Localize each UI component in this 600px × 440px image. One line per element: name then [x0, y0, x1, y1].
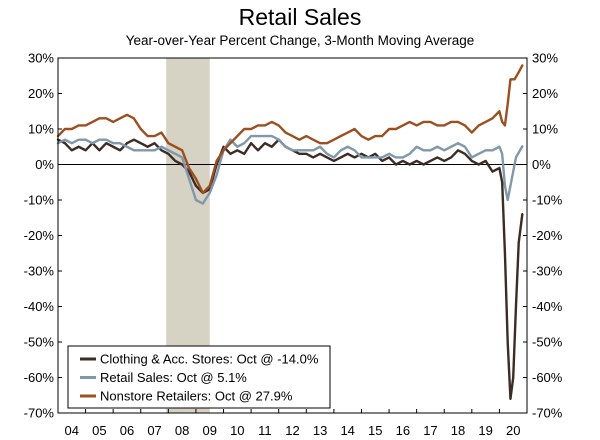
legend-label-clothing-acc-stores: Clothing & Acc. Stores: Oct @ -14.0% [100, 352, 319, 367]
x-tick-label: 18 [451, 423, 465, 438]
y-tick-label-right: 20% [532, 86, 558, 101]
y-tick-label-left: 10% [28, 122, 54, 137]
x-tick-label: 10 [230, 423, 244, 438]
legend-label-retail-sales: Retail Sales: Oct @ 5.1% [100, 370, 247, 385]
y-tick-label-left: -40% [24, 299, 55, 314]
y-tick-label-right: -30% [532, 264, 563, 279]
y-tick-label-right: -20% [532, 228, 563, 243]
x-tick-label: 19 [478, 423, 492, 438]
x-tick-label: 05 [92, 423, 106, 438]
x-tick-label: 14 [340, 423, 354, 438]
x-tick-label: 09 [203, 423, 217, 438]
x-tick-label: 17 [423, 423, 437, 438]
legend-box [67, 345, 331, 409]
series-line-clothing-acc-stores [56, 138, 524, 400]
y-tick-label-right: -10% [532, 193, 563, 208]
x-axis: 04 05 06 07 08 09 10 11 12 13 14 15 16 17 18 19 20 [57, 409, 520, 438]
x-tick-label: 12 [285, 423, 299, 438]
y-tick-label-left: -30% [24, 264, 55, 279]
x-tick-label: 07 [147, 423, 161, 438]
y-tick-label-left: 0% [35, 157, 54, 172]
y-tick-label-left: 20% [28, 86, 54, 101]
y-axis-left: 30% 20% 10% 0% -10% -20% -30% -40% -50% -60% -70% [24, 51, 62, 421]
y-tick-label-right: 0% [532, 157, 551, 172]
y-tick-label-left: -60% [24, 370, 55, 385]
chart-subtitle: Year-over-Year Percent Change, 3-Month M… [125, 33, 475, 48]
y-tick-label-left: 30% [28, 51, 54, 66]
y-tick-label-right: 10% [532, 122, 558, 137]
series-line-retail-sales [56, 134, 524, 205]
chart-title: Retail Sales [238, 4, 362, 30]
series-layer [56, 64, 524, 400]
x-tick-label: 13 [313, 423, 327, 438]
series-line-nonstore-retailers [56, 64, 524, 195]
y-tick-label-right: -60% [532, 370, 563, 385]
y-tick-label-left: -10% [24, 193, 55, 208]
x-tick-label: 20 [506, 423, 520, 438]
legend: Clothing & Acc. Stores: Oct @ -14.0% Reta… [67, 345, 331, 409]
y-axis-right: 30% 20% 10% 0% -10% -20% -30% -40% -50% -60% -70% [523, 51, 563, 421]
y-tick-label-right: -50% [532, 335, 563, 350]
x-tick-label: 04 [65, 423, 79, 438]
y-tick-label-left: -50% [24, 335, 55, 350]
x-tick-label: 16 [396, 423, 410, 438]
x-tick-label: 08 [175, 423, 189, 438]
y-tick-label-right: 30% [532, 51, 558, 66]
y-tick-label-right: -40% [532, 299, 563, 314]
y-tick-label-right: -70% [532, 406, 563, 421]
y-tick-label-left: -70% [24, 406, 55, 421]
x-tick-label: 11 [258, 423, 272, 438]
y-tick-label-left: -20% [24, 228, 55, 243]
legend-label-nonstore-retailers: Nonstore Retailers: Oct @ 27.9% [100, 389, 293, 404]
x-tick-label: 15 [368, 423, 382, 438]
x-tick-label: 06 [120, 423, 134, 438]
